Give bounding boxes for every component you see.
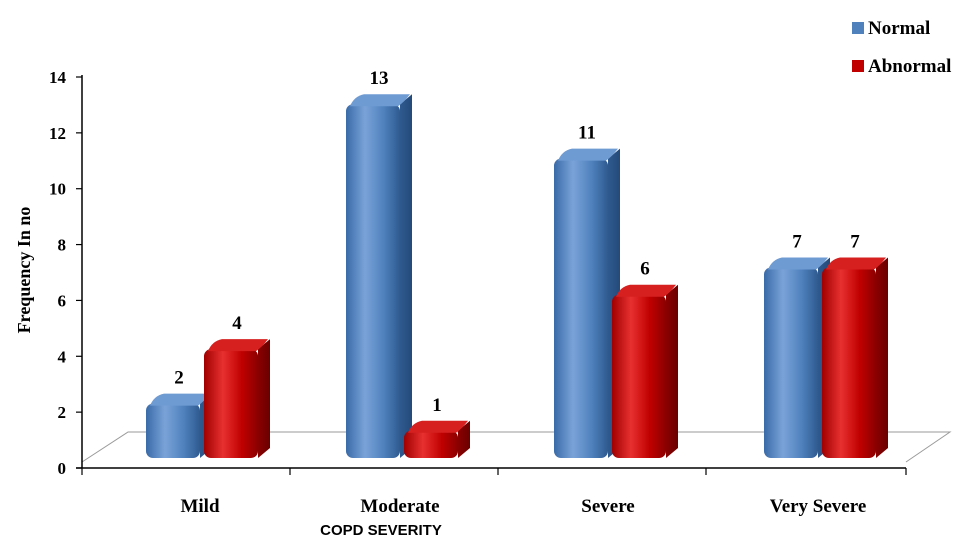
data-label: 7 <box>850 232 860 253</box>
bar-normal-very-severe <box>764 257 830 458</box>
bar-normal-severe <box>554 148 620 458</box>
bar-side <box>876 257 888 458</box>
legend-label-normal: Normal <box>868 18 930 39</box>
y-tick-label: 14 <box>49 68 67 87</box>
legend-label-abnormal: Abnormal <box>868 56 951 77</box>
bar-top <box>616 284 676 297</box>
legend-swatch-normal <box>852 22 864 34</box>
x-axis-ticks: Mild Moderate Severe Very Severe <box>81 468 907 517</box>
bar-top <box>408 420 468 433</box>
y-tick-label: 0 <box>58 459 67 478</box>
bar-abnormal-very-severe <box>822 257 888 458</box>
bar-abnormal-moderate <box>404 420 470 458</box>
x-tick-label: Moderate <box>360 496 439 517</box>
data-label: 2 <box>174 368 184 389</box>
data-label: 7 <box>792 232 802 253</box>
y-tick-label: 6 <box>58 291 67 310</box>
bar-top <box>350 94 410 107</box>
bar-top <box>208 339 268 352</box>
y-tick-label: 10 <box>49 180 66 199</box>
data-label: 11 <box>578 123 596 144</box>
bar-side <box>666 284 678 458</box>
bar-front <box>764 267 818 458</box>
bar-normal-moderate <box>346 94 412 458</box>
x-axis-title: COPD SEVERITY <box>320 522 442 539</box>
bar-side <box>458 420 470 458</box>
bar-front <box>204 349 258 458</box>
y-axis-title: Frequency In no <box>14 207 34 334</box>
bar-abnormal-mild <box>204 339 270 458</box>
bar-front <box>554 158 608 458</box>
plot-floor <box>76 75 952 469</box>
y-tick-label: 8 <box>58 236 67 255</box>
floor-back-edge <box>81 431 952 463</box>
bar-side <box>400 94 412 458</box>
y-tick-label: 12 <box>49 124 66 143</box>
bar-top <box>558 148 618 161</box>
data-label: 4 <box>232 313 242 334</box>
bar-front <box>822 267 876 458</box>
bars-group <box>146 94 888 458</box>
bar-top <box>826 257 886 270</box>
legend-swatch-abnormal <box>852 60 864 72</box>
x-tick-label: Severe <box>581 496 634 517</box>
data-label: 6 <box>640 259 650 280</box>
x-tick-label: Very Severe <box>770 496 867 517</box>
x-tick-label: Mild <box>180 496 219 517</box>
bar-top <box>768 257 828 270</box>
bar-front <box>612 294 666 458</box>
bar-top <box>150 393 210 406</box>
legend: Normal Abnormal <box>852 18 951 77</box>
bar-front <box>146 403 200 458</box>
bar-front <box>346 104 400 458</box>
bar-front <box>404 430 458 458</box>
y-tick-label: 4 <box>58 347 67 366</box>
bar-side <box>258 339 270 458</box>
data-label: 13 <box>370 68 389 89</box>
y-axis-ticks: 0 2 4 6 8 10 12 14 <box>49 68 82 478</box>
bar-normal-mild <box>146 393 212 458</box>
data-label: 1 <box>432 395 442 416</box>
y-tick-label: 2 <box>58 403 67 422</box>
bar-abnormal-severe <box>612 284 678 458</box>
